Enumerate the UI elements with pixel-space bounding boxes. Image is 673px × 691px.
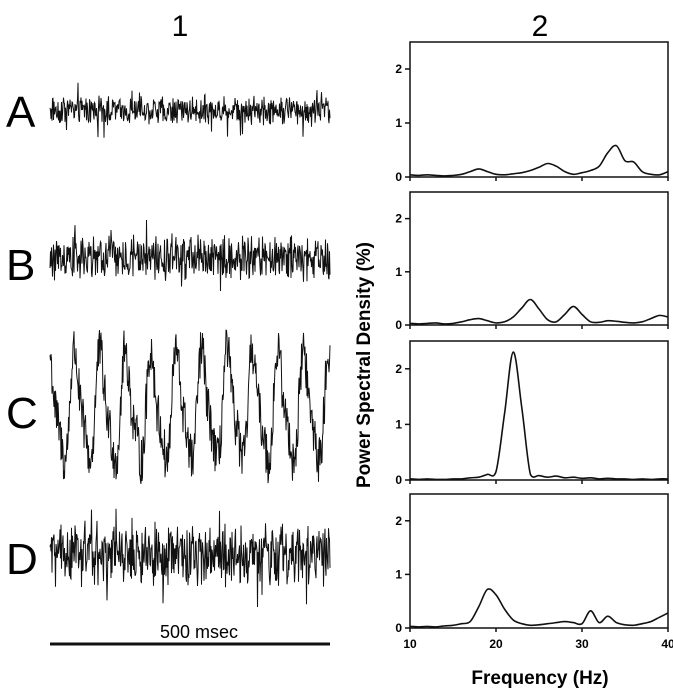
- row-label-c: C: [6, 389, 38, 438]
- panel-frame: [409, 41, 669, 178]
- y-tick-label: 1: [395, 417, 402, 431]
- trace-d: [49, 508, 331, 608]
- x-tick-label: 30: [575, 637, 589, 651]
- y-tick-label: 2: [395, 62, 402, 76]
- column-2-label: 2: [532, 10, 549, 43]
- y-tick-label: 0: [395, 621, 402, 635]
- row-label-b: B: [6, 241, 35, 290]
- y-tick-label: 0: [395, 170, 402, 184]
- spectrum-line-d: [409, 588, 669, 628]
- x-axis-title: Frequency (Hz): [471, 668, 608, 689]
- y-tick-label: 1: [395, 265, 402, 279]
- spectrum-panel-d: 0 1 2 10 20 30 40: [395, 493, 673, 651]
- spectrum-panel-a: 0 1 2: [395, 41, 669, 184]
- x-tick-label: 40: [661, 637, 673, 651]
- spectrum-panel-b: 0 1 2: [395, 191, 669, 332]
- scale-bar-label: 500 msec: [160, 622, 238, 642]
- trace-a: [49, 82, 331, 138]
- y-tick-label: 2: [395, 212, 402, 226]
- panel-frame: [409, 493, 669, 629]
- spectrum-line-c: [409, 351, 669, 481]
- row-label-d: D: [6, 535, 38, 584]
- y-tick-label: 1: [395, 567, 402, 581]
- y-tick-label: 2: [395, 362, 402, 376]
- x-tick-label: 20: [489, 637, 503, 651]
- y-axis-title: Power Spectral Density (%): [354, 242, 375, 488]
- x-tick-label: 10: [403, 637, 417, 651]
- trace-b: [49, 219, 331, 292]
- y-tick-label: 2: [395, 514, 402, 528]
- y-tick-label: 1: [395, 116, 402, 130]
- y-tick-label: 0: [395, 318, 402, 332]
- spectrum-line-a: [409, 144, 669, 177]
- column-1-label: 1: [172, 10, 189, 43]
- time-series-traces: [49, 82, 331, 608]
- row-label-a: A: [6, 88, 36, 137]
- spectrum-panel-c: 0 1 2: [395, 340, 669, 487]
- spectrum-line-b: [409, 298, 669, 325]
- y-tick-label: 0: [395, 473, 402, 487]
- trace-c: [49, 329, 331, 484]
- panel-frame: [409, 340, 669, 481]
- panel-frame: [409, 191, 669, 326]
